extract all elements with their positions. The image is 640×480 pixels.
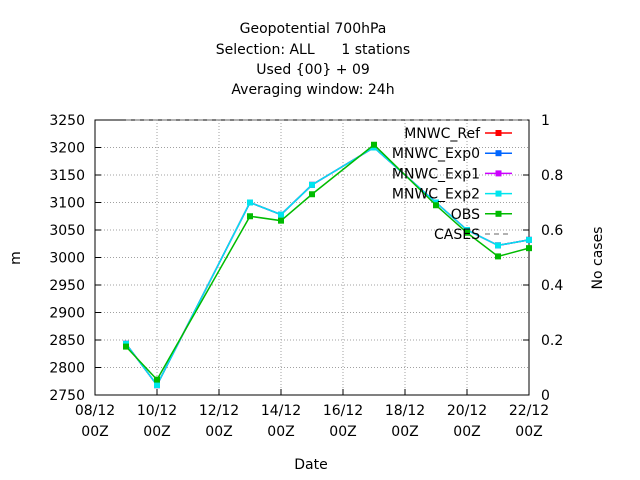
- x-tick-label: 16/12 00Z: [323, 403, 363, 440]
- x-tick-label: 22/12 00Z: [509, 403, 549, 440]
- legend-marker: [495, 130, 502, 136]
- y-tick-label: 3100: [49, 196, 85, 212]
- series-point: [526, 245, 532, 252]
- x-tick-label: 20/12 00Z: [447, 403, 487, 440]
- y-tick-label: 3200: [49, 141, 85, 157]
- subtitle: Averaging window: 24h: [231, 82, 394, 98]
- y2-tick-label: 0.4: [541, 278, 563, 294]
- series-point: [247, 213, 253, 220]
- y2-tick-label: 0.6: [541, 223, 563, 239]
- series-line: [125, 146, 530, 387]
- series-point: [154, 382, 160, 389]
- x-tick-label: 10/12 00Z: [137, 403, 177, 440]
- y-tick-label: 3250: [49, 113, 85, 129]
- series-point: [309, 191, 315, 198]
- x-axis-label: Date: [294, 457, 327, 473]
- y-tick-label: 3150: [49, 168, 85, 184]
- legend-marker: [495, 170, 502, 177]
- y-tick-label: 3000: [49, 251, 85, 267]
- y-tick-label: 2750: [49, 388, 85, 404]
- series-point: [278, 217, 284, 224]
- series-point: [433, 202, 439, 209]
- plot-frame: [94, 119, 530, 396]
- legend-label: OBS: [451, 207, 480, 223]
- legend-marker: [495, 150, 502, 157]
- subtitle: Used {00} + 09: [256, 62, 370, 78]
- legend-label: MNWC_Exp2: [392, 187, 480, 203]
- series-line: [125, 146, 530, 387]
- x-tick-label: 14/12 00Z: [261, 403, 301, 440]
- series-line: [125, 146, 530, 387]
- series-point: [278, 211, 284, 218]
- series-point: [247, 199, 253, 206]
- series-point: [526, 236, 532, 243]
- series-point: [464, 229, 470, 236]
- x-tick-label: 18/12 00Z: [385, 403, 425, 440]
- series-point: [495, 253, 501, 260]
- legend-label: CASES: [434, 227, 480, 243]
- series-line: [125, 143, 530, 381]
- y-tick-label: 2950: [49, 278, 85, 294]
- y-tick-label: 2800: [49, 361, 85, 377]
- legend-label: MNWC_Ref: [404, 126, 481, 142]
- y-tick-label: 2850: [49, 333, 85, 349]
- series-point: [495, 242, 501, 249]
- legend-marker: [495, 210, 502, 217]
- series-point: [309, 181, 315, 188]
- x-tick-label: 08/12 00Z: [75, 403, 115, 440]
- legend-label: MNWC_Exp1: [392, 166, 480, 182]
- y2-tick-label: 0.8: [541, 168, 563, 184]
- series-point: [123, 343, 129, 350]
- y-tick-label: 3050: [49, 223, 85, 239]
- series-line: [125, 146, 530, 387]
- y2-axis-label: No cases: [590, 227, 606, 290]
- x-tick-label: 12/12 00Z: [199, 403, 239, 440]
- y-tick-label: 2900: [49, 306, 85, 322]
- y-axis-label: m: [8, 251, 24, 265]
- legend-marker: [495, 190, 502, 197]
- legend-label: MNWC_Exp0: [392, 146, 480, 162]
- subtitle: Selection: ALL 1 stations: [216, 42, 410, 58]
- y2-tick-label: 0.2: [541, 333, 563, 349]
- title: Geopotential 700hPa: [240, 21, 387, 37]
- y2-tick-label: 1: [541, 113, 550, 129]
- series-point: [154, 376, 160, 383]
- y2-tick-label: 0: [541, 388, 550, 404]
- series-point: [371, 141, 377, 148]
